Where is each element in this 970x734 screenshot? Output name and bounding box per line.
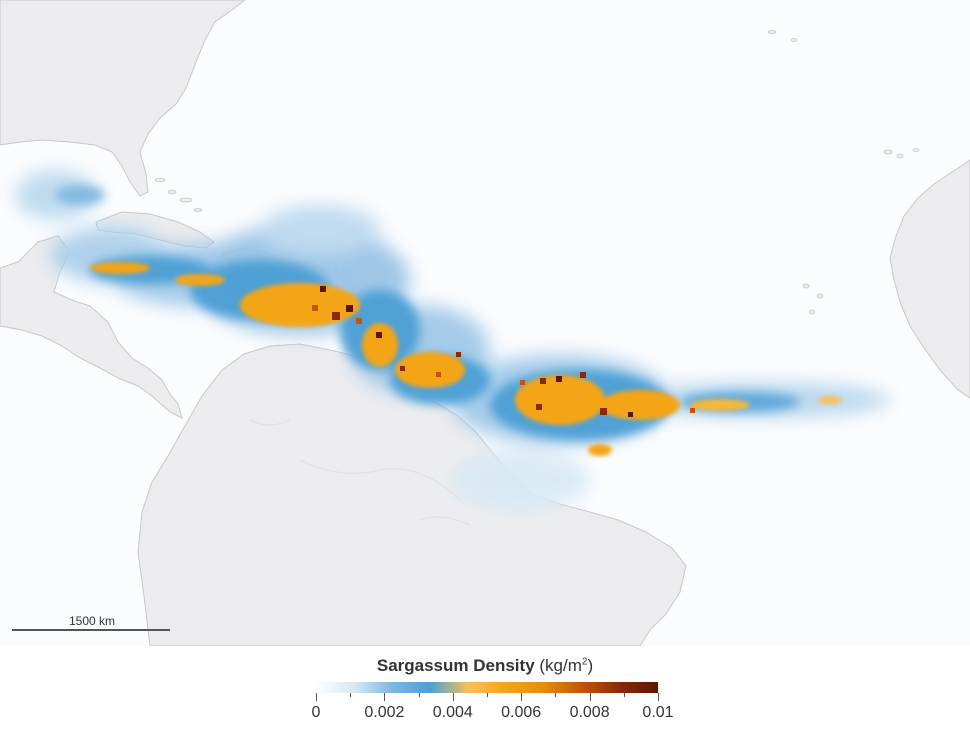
legend-major-tick xyxy=(521,693,523,701)
legend-major-tick xyxy=(589,693,591,701)
africa-landmass xyxy=(889,159,970,399)
atlantic-islands xyxy=(767,30,920,315)
sargassum-density-high xyxy=(90,262,842,456)
legend-ticks xyxy=(300,693,670,703)
legend-major-tick xyxy=(658,693,659,701)
north-america-landmass xyxy=(0,0,246,197)
legend-title-main: Sargassum Density xyxy=(376,656,535,675)
bahamas xyxy=(154,177,203,212)
color-legend: Sargassum Density (kg/m2) 0 0.002 0.004 0.0… xyxy=(300,652,674,732)
legend-color-bar xyxy=(316,682,658,693)
legend-minor-tick xyxy=(418,693,420,697)
legend-title-unit: (kg/m xyxy=(539,656,582,675)
legend-tick-label: 0.002 xyxy=(364,704,405,721)
south-america-rivers xyxy=(249,419,471,526)
legend-title: Sargassum Density (kg/m2) xyxy=(300,656,670,676)
scale-bar-label: 1500 km xyxy=(68,614,116,628)
legend-tick-label: 0.01 xyxy=(642,704,674,721)
sargassum-density-peak xyxy=(312,286,695,417)
legend-title-unit-close: ) xyxy=(587,656,594,675)
legend-tick-label: 0.004 xyxy=(432,704,473,721)
legend-minor-tick xyxy=(555,693,557,697)
legend-title-unit-exponent: 2 xyxy=(581,656,588,668)
sargassum-map: 1500 km xyxy=(0,0,970,646)
map-canvas xyxy=(0,0,970,646)
legend-minor-tick xyxy=(350,693,352,697)
legend-minor-tick xyxy=(623,693,625,697)
legend-major-tick xyxy=(384,693,386,701)
scale-bar: 1500 km xyxy=(12,614,172,634)
legend-major-tick xyxy=(452,693,454,701)
legend-minor-tick xyxy=(487,693,488,697)
legend-tick-label: 0 xyxy=(311,704,321,721)
legend-major-tick xyxy=(316,693,317,701)
legend-tick-label: 0.008 xyxy=(569,704,610,721)
scale-bar-line xyxy=(12,629,170,631)
legend-tick-label: 0.006 xyxy=(501,704,542,721)
